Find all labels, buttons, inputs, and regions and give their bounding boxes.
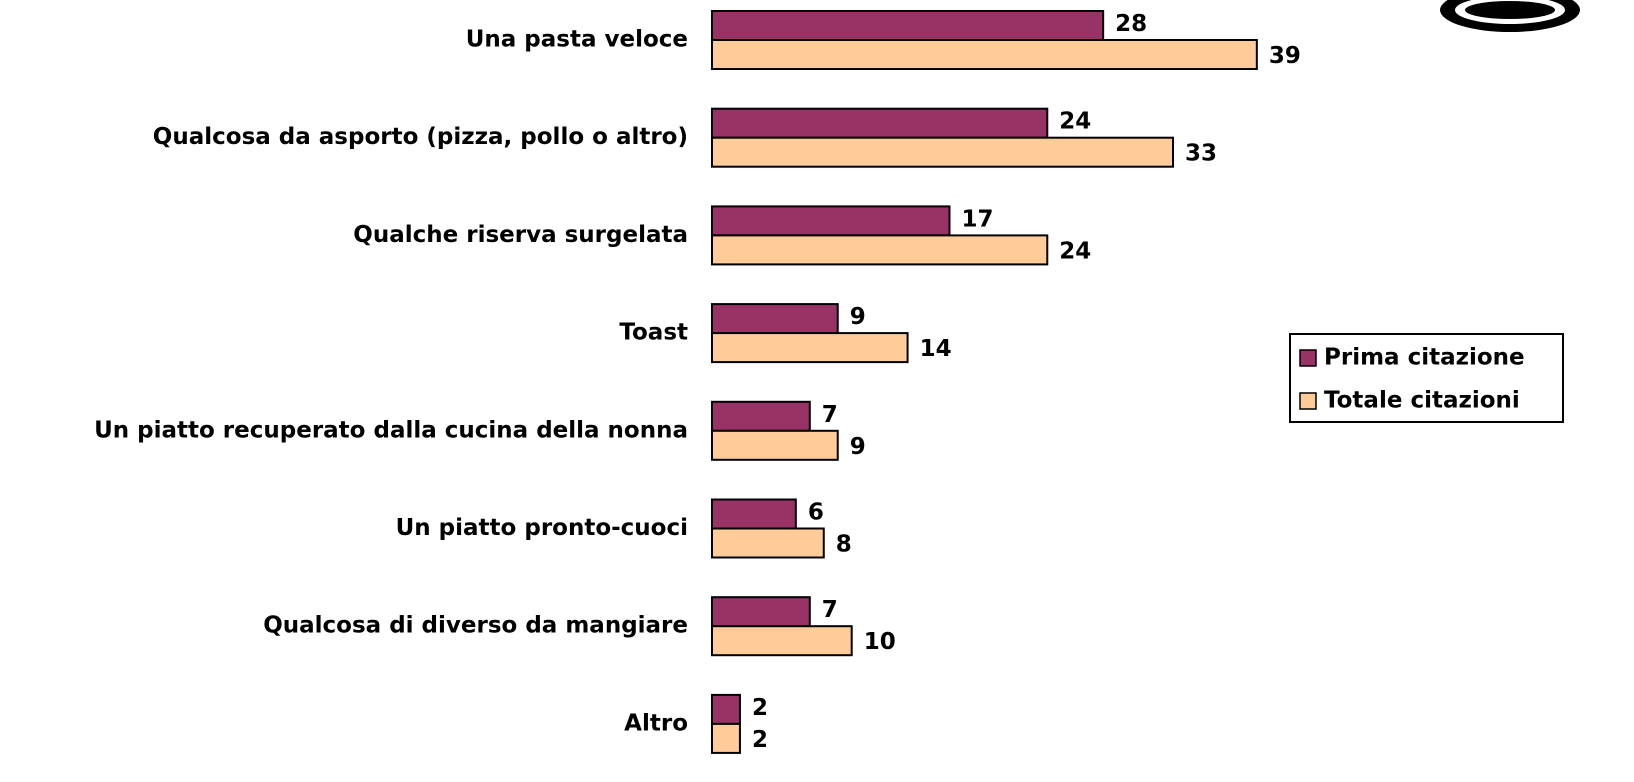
bar bbox=[712, 402, 810, 431]
legend-label: Totale citazioni bbox=[1324, 388, 1520, 414]
value-label: 28 bbox=[1115, 11, 1147, 37]
category-label: Qualche riserva surgelata bbox=[353, 222, 688, 248]
bar bbox=[712, 500, 796, 529]
bar bbox=[712, 333, 908, 362]
bar bbox=[712, 529, 824, 558]
value-label: 14 bbox=[920, 336, 952, 362]
bar bbox=[712, 597, 810, 626]
bar bbox=[712, 109, 1047, 138]
value-label: 7 bbox=[822, 402, 838, 428]
value-label: 2 bbox=[752, 727, 768, 753]
value-label: 24 bbox=[1059, 238, 1091, 264]
logo bbox=[1440, 0, 1580, 32]
category-label: Altro bbox=[624, 710, 688, 736]
value-label: 39 bbox=[1269, 43, 1301, 69]
bar bbox=[712, 138, 1173, 167]
category-label: Toast bbox=[619, 320, 688, 346]
bar bbox=[712, 695, 740, 724]
category-label: Un piatto recuperato dalla cucina della … bbox=[94, 417, 688, 443]
bar bbox=[712, 40, 1257, 69]
bar bbox=[712, 431, 838, 460]
category-label: Una pasta veloce bbox=[466, 27, 688, 53]
category-label: Qualcosa di diverso da mangiare bbox=[263, 613, 688, 639]
value-label: 8 bbox=[836, 532, 852, 558]
category-label: Qualcosa da asporto (pizza, pollo o altr… bbox=[153, 124, 688, 150]
page: Una pasta veloce2839Qualcosa da asporto … bbox=[0, 0, 1634, 782]
bar bbox=[712, 724, 740, 753]
legend-label: Prima citazione bbox=[1324, 345, 1525, 371]
value-label: 33 bbox=[1185, 141, 1217, 167]
legend-swatch bbox=[1300, 393, 1316, 409]
value-label: 2 bbox=[752, 695, 768, 721]
value-label: 6 bbox=[808, 500, 824, 526]
value-label: 9 bbox=[850, 304, 866, 330]
bar bbox=[712, 206, 949, 235]
bar bbox=[712, 626, 852, 655]
chart: Una pasta veloce2839Qualcosa da asporto … bbox=[0, 0, 1634, 782]
value-label: 7 bbox=[822, 597, 838, 623]
value-label: 10 bbox=[864, 629, 896, 655]
value-label: 9 bbox=[850, 434, 866, 460]
bar bbox=[712, 235, 1047, 264]
legend-swatch bbox=[1300, 350, 1316, 366]
value-label: 24 bbox=[1059, 109, 1091, 135]
category-label: Un piatto pronto-cuoci bbox=[396, 515, 688, 541]
bar bbox=[712, 304, 838, 333]
bar bbox=[712, 11, 1103, 40]
value-label: 17 bbox=[961, 206, 993, 232]
